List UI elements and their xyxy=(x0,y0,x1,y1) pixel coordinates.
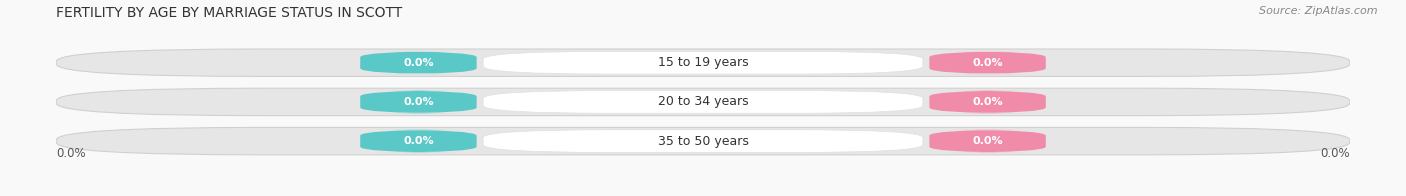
FancyBboxPatch shape xyxy=(929,51,1046,74)
FancyBboxPatch shape xyxy=(484,91,922,113)
Text: 0.0%: 0.0% xyxy=(973,97,1002,107)
FancyBboxPatch shape xyxy=(360,130,477,152)
Text: 35 to 50 years: 35 to 50 years xyxy=(658,135,748,148)
Text: 20 to 34 years: 20 to 34 years xyxy=(658,95,748,108)
FancyBboxPatch shape xyxy=(484,130,922,152)
Text: 0.0%: 0.0% xyxy=(404,136,433,146)
FancyBboxPatch shape xyxy=(929,91,1046,113)
FancyBboxPatch shape xyxy=(56,49,1350,76)
Text: 0.0%: 0.0% xyxy=(973,58,1002,68)
Text: 0.0%: 0.0% xyxy=(973,136,1002,146)
FancyBboxPatch shape xyxy=(360,91,477,113)
Text: 0.0%: 0.0% xyxy=(404,97,433,107)
Text: 15 to 19 years: 15 to 19 years xyxy=(658,56,748,69)
Text: FERTILITY BY AGE BY MARRIAGE STATUS IN SCOTT: FERTILITY BY AGE BY MARRIAGE STATUS IN S… xyxy=(56,6,402,20)
Text: 0.0%: 0.0% xyxy=(56,147,86,160)
FancyBboxPatch shape xyxy=(360,51,477,74)
Text: Source: ZipAtlas.com: Source: ZipAtlas.com xyxy=(1260,6,1378,16)
FancyBboxPatch shape xyxy=(56,88,1350,116)
Text: 0.0%: 0.0% xyxy=(1320,147,1350,160)
FancyBboxPatch shape xyxy=(929,130,1046,152)
FancyBboxPatch shape xyxy=(484,51,922,74)
Text: 0.0%: 0.0% xyxy=(404,58,433,68)
FancyBboxPatch shape xyxy=(56,127,1350,155)
